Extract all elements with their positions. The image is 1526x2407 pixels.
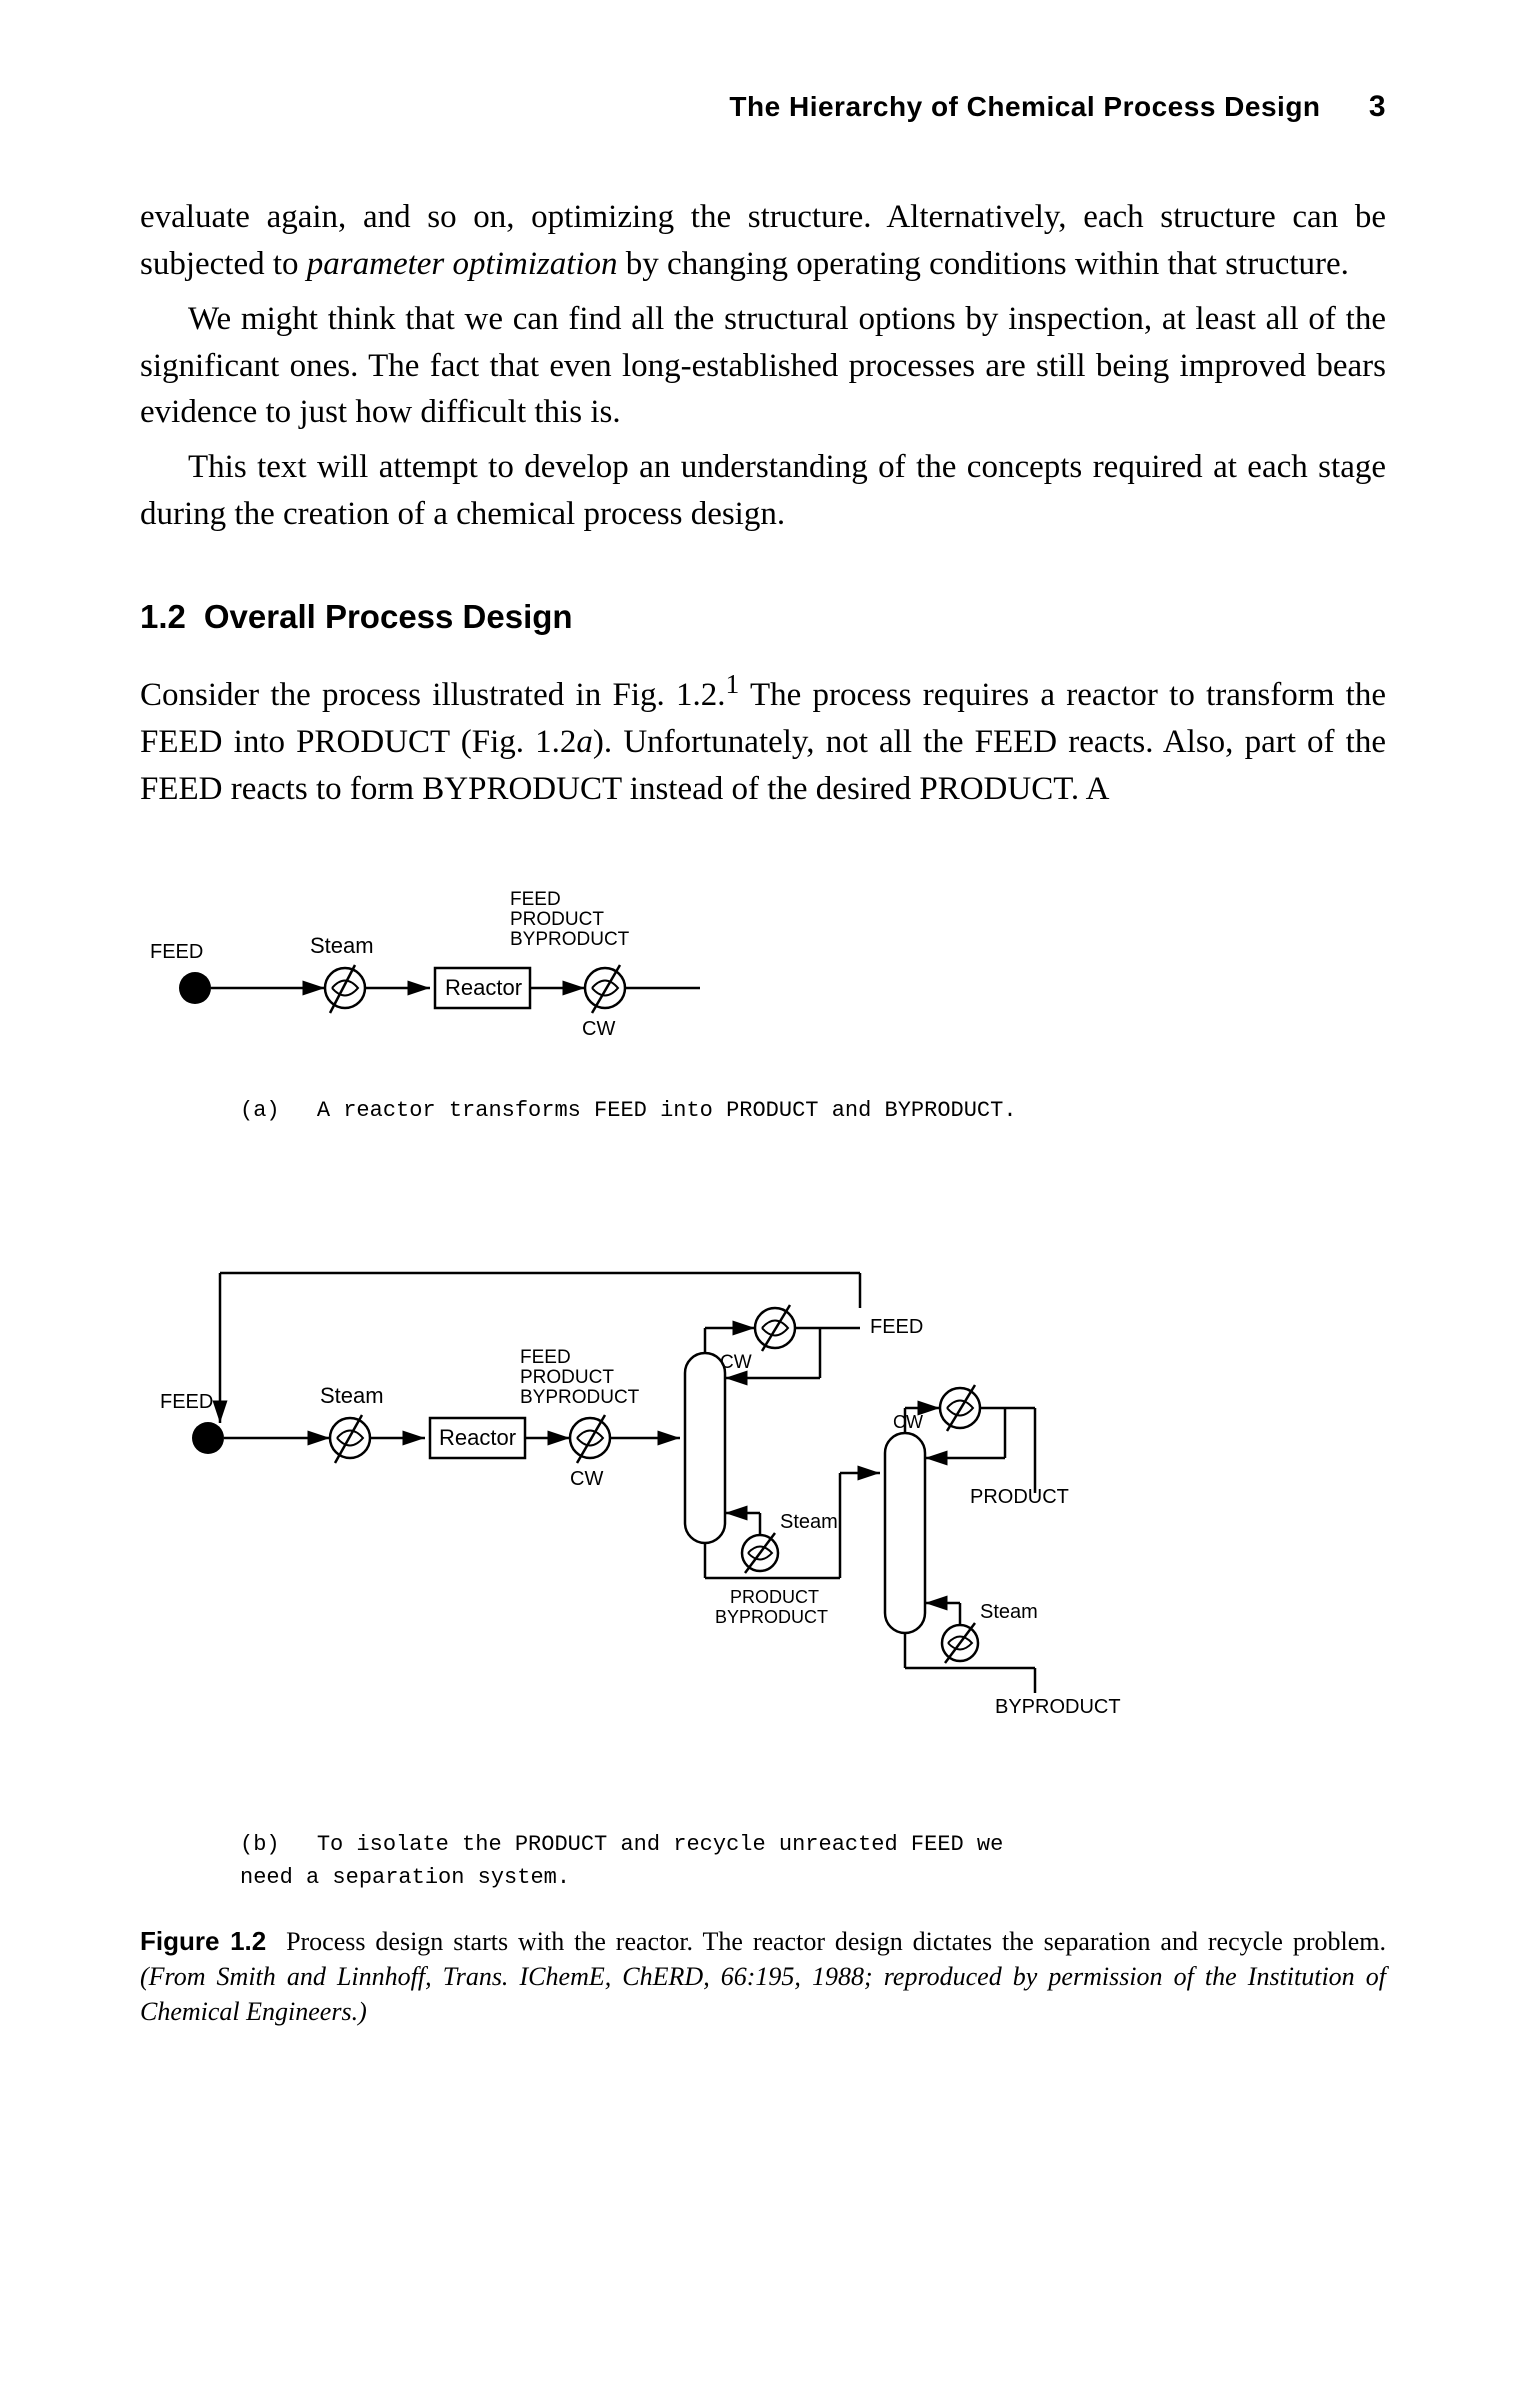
label-cw: CW <box>582 1018 615 1040</box>
label-steam: Steam <box>320 1383 384 1408</box>
label-cw-cond2: CW <box>893 1412 923 1432</box>
label-prod-byprod2: BYPRODUCT <box>715 1607 828 1627</box>
section-number: 1.2 <box>140 598 186 635</box>
label-feed-top: FEED <box>870 1316 923 1338</box>
figure-caption-label: Figure 1.2 <box>140 1926 266 1956</box>
figure-caption-text-em: (From Smith and Linnhoff, Trans. IChemE,… <box>140 1962 1386 2026</box>
label-stream-product: PRODUCT <box>520 1367 614 1388</box>
figure-caption: Figure 1.2 Process design starts with th… <box>140 1924 1386 2029</box>
figure-b-caption: (b) To isolate the PRODUCT and recycle u… <box>240 1828 1060 1894</box>
section-body-em: a <box>576 724 593 760</box>
page: The Hierarchy of Chemical Process Design… <box>0 0 1526 2407</box>
label-reactor: Reactor <box>439 1425 516 1450</box>
label-product: PRODUCT <box>970 1486 1069 1508</box>
figure-a-caption-text: A reactor transforms FEED into PRODUCT a… <box>317 1098 1017 1123</box>
figure-b-diagram: FEED Steam Reactor CW <box>140 1233 1386 1798</box>
label-steam: Steam <box>310 933 374 958</box>
column-icon <box>885 1433 925 1633</box>
figure-b-caption-label: (b) <box>240 1832 280 1857</box>
section-body-a: Consider the process illustrated in Fig.… <box>140 677 726 713</box>
valve-wave <box>592 980 618 995</box>
footnote-ref: 1 <box>726 668 740 699</box>
label-reactor: Reactor <box>445 975 522 1000</box>
figure-b-caption-text: To isolate the PRODUCT and recycle unrea… <box>240 1832 1003 1890</box>
label-feed: FEED <box>150 941 203 963</box>
label-out-product: PRODUCT <box>510 909 604 930</box>
p1-text-b: by changing operating conditions within … <box>618 246 1349 282</box>
figure-a: FEED Steam Reactor <box>140 853 1386 1123</box>
label-steam-mid: Steam <box>780 1511 838 1533</box>
section-title: Overall Process Design <box>204 598 573 635</box>
label-out-byproduct: BYPRODUCT <box>510 929 630 950</box>
section-body: Consider the process illustrated in Fig.… <box>140 664 1386 813</box>
p3-text: This text will attempt to develop an und… <box>140 449 1386 532</box>
figure-a-caption: (a) A reactor transforms FEED into PRODU… <box>240 1098 1386 1123</box>
paragraph-3: This text will attempt to develop an und… <box>140 444 1386 538</box>
feed-dot-icon <box>179 972 211 1004</box>
label-cw: CW <box>570 1468 603 1490</box>
label-prod-byprod1: PRODUCT <box>730 1587 819 1607</box>
label-out-feed: FEED <box>510 889 561 910</box>
figure-a-diagram: FEED Steam Reactor <box>140 853 1386 1068</box>
label-feed: FEED <box>160 1391 213 1413</box>
p1-emphasis: parameter optimization <box>307 246 618 282</box>
column-icon <box>685 1353 725 1543</box>
running-header: The Hierarchy of Chemical Process Design… <box>140 90 1386 124</box>
figure-caption-text-a: Process design starts with the reactor. … <box>286 1927 1386 1956</box>
label-byproduct: BYPRODUCT <box>995 1696 1121 1718</box>
label-steam-bot: Steam <box>980 1601 1038 1623</box>
paragraph-1: evaluate again, and so on, optimizing th… <box>140 194 1386 288</box>
p2-text: We might think that we can find all the … <box>140 301 1386 431</box>
paragraph-2: We might think that we can find all the … <box>140 296 1386 437</box>
figure-b: FEED Steam Reactor CW <box>140 1233 1386 1894</box>
page-number: 3 <box>1369 90 1386 124</box>
label-stream-feed: FEED <box>520 1347 571 1368</box>
valve-wave <box>577 1430 603 1445</box>
label-stream-byproduct: BYPRODUCT <box>520 1387 640 1408</box>
label-cw-cond1: CW <box>720 1352 752 1373</box>
section-heading: 1.2 Overall Process Design <box>140 598 1386 636</box>
running-title: The Hierarchy of Chemical Process Design <box>729 91 1320 122</box>
feed-dot-icon <box>192 1422 224 1454</box>
figure-a-caption-label: (a) <box>240 1098 280 1123</box>
